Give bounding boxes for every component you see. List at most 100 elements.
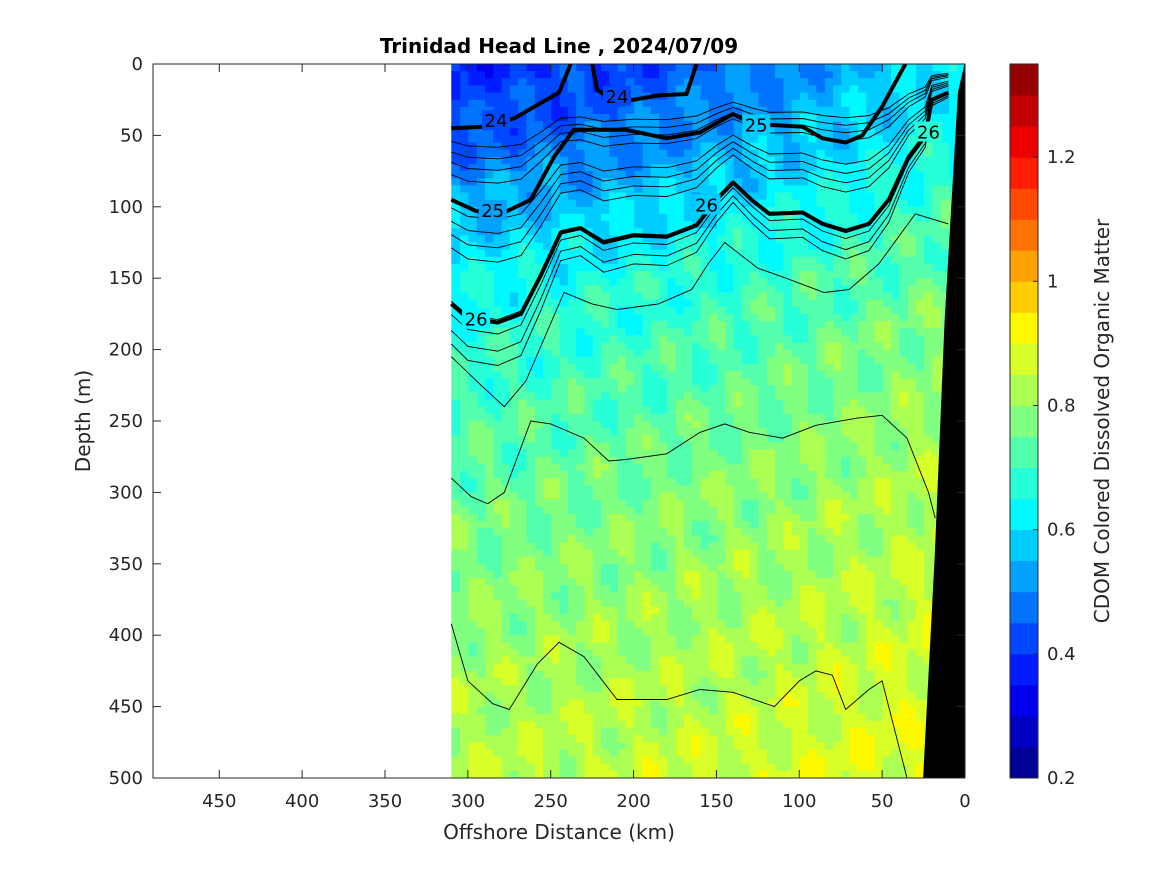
- field-cell: [683, 192, 693, 201]
- field-cell: [857, 349, 867, 358]
- field-cell: [782, 613, 792, 622]
- field-cell: [873, 71, 883, 79]
- field-cell: [600, 692, 610, 701]
- field-cell: [807, 728, 817, 736]
- field-cell: [658, 385, 668, 394]
- field-cell: [724, 578, 734, 586]
- field-cell: [691, 556, 701, 565]
- field-cell: [583, 363, 593, 372]
- field-cell: [815, 306, 825, 315]
- field-cell: [898, 78, 908, 87]
- field-cell: [633, 299, 643, 308]
- field-cell: [675, 635, 684, 643]
- field-cell: [708, 235, 718, 244]
- field-cell: [931, 413, 941, 422]
- field-cell: [641, 485, 651, 493]
- field-cell: [741, 328, 751, 336]
- field-cell: [617, 742, 626, 751]
- field-cell: [815, 713, 825, 722]
- field-cell: [658, 449, 668, 458]
- field-cell: [840, 563, 850, 572]
- field-cell: [625, 428, 635, 436]
- field-cell: [907, 470, 916, 479]
- field-cell: [791, 78, 800, 87]
- field-cell: [617, 178, 626, 186]
- field-cell: [683, 663, 693, 672]
- field-cell: [559, 135, 568, 144]
- field-cell: [923, 492, 933, 501]
- field-cell: [865, 328, 875, 336]
- field-cell: [559, 642, 568, 651]
- field-cell: [923, 499, 933, 508]
- field-cell: [658, 620, 668, 629]
- field-cell: [658, 371, 668, 379]
- field-cell: [849, 492, 858, 501]
- field-cell: [757, 756, 767, 765]
- field-cell: [658, 585, 668, 593]
- field-cell: [749, 770, 759, 778]
- field-cell: [815, 121, 825, 129]
- field-cell: [857, 735, 867, 743]
- field-cell: [550, 142, 560, 151]
- field-cell: [699, 692, 709, 701]
- field-cell: [865, 99, 875, 108]
- field-cell: [641, 670, 651, 679]
- field-cell: [766, 78, 776, 87]
- field-cell: [733, 563, 742, 572]
- field-cell: [633, 199, 643, 208]
- field-cell: [782, 399, 792, 408]
- field-cell: [683, 356, 693, 365]
- field-cell: [650, 678, 660, 686]
- field-cell: [873, 635, 883, 643]
- field-cell: [691, 299, 701, 308]
- field-cell: [882, 342, 892, 351]
- field-cell: [791, 499, 800, 508]
- field-cell: [832, 720, 842, 729]
- field-cell: [940, 228, 950, 236]
- field-cell: [583, 585, 593, 593]
- field-cell: [716, 228, 726, 236]
- field-cell: [815, 78, 825, 87]
- field-cell: [633, 592, 643, 601]
- field-cell: [559, 513, 568, 522]
- field-cell: [666, 570, 676, 579]
- field-cell: [625, 663, 635, 672]
- field-cell: [633, 742, 643, 751]
- field-cell: [575, 435, 585, 444]
- field-cell: [857, 399, 867, 408]
- field-cell: [832, 728, 842, 736]
- field-cell: [907, 606, 916, 615]
- field-cell: [791, 563, 800, 572]
- field-cell: [675, 728, 684, 736]
- field-cell: [592, 592, 602, 601]
- field-cell: [807, 113, 817, 122]
- field-cell: [691, 356, 701, 365]
- field-cell: [774, 163, 784, 172]
- field-cell: [559, 435, 568, 444]
- field-cell: [625, 728, 635, 736]
- field-cell: [824, 585, 834, 593]
- field-cell: [791, 185, 800, 194]
- field-cell: [625, 385, 635, 394]
- field-cell: [749, 256, 759, 265]
- field-cell: [907, 421, 916, 429]
- field-cell: [799, 535, 809, 543]
- field-cell: [931, 385, 941, 394]
- field-cell: [774, 192, 784, 201]
- field-cell: [865, 570, 875, 579]
- field-cell: [824, 642, 834, 651]
- field-cell: [824, 456, 834, 465]
- field-cell: [807, 663, 817, 672]
- field-cell: [757, 356, 767, 365]
- field-cell: [782, 385, 792, 394]
- field-cell: [849, 413, 858, 422]
- field-cell: [849, 335, 858, 344]
- field-cell: [625, 606, 635, 615]
- field-cell: [625, 313, 635, 322]
- field-cell: [724, 628, 734, 636]
- field-cell: [608, 678, 618, 686]
- field-cell: [857, 292, 867, 301]
- field-cell: [741, 642, 751, 651]
- field-cell: [716, 499, 726, 508]
- field-cell: [650, 670, 660, 679]
